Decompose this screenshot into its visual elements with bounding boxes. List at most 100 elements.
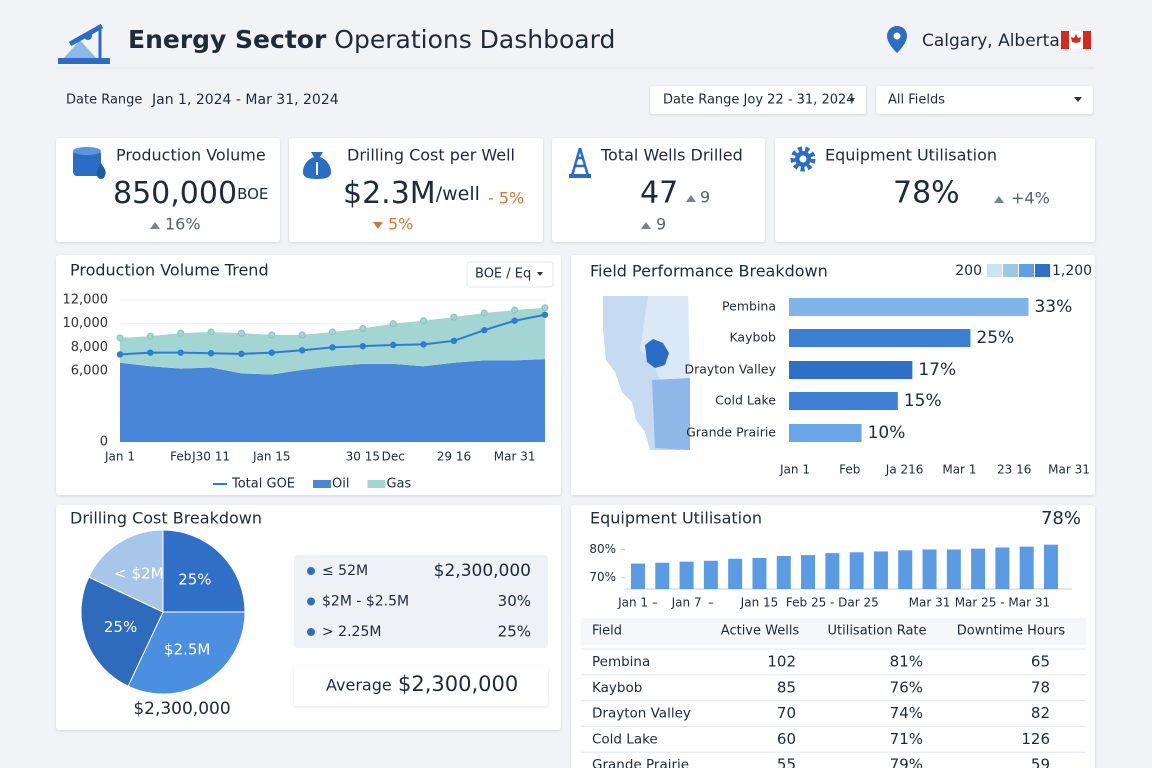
- kpi-label: Equipment Utilisation: [825, 146, 997, 165]
- kpi-label: Total Wells Drilled: [600, 146, 743, 165]
- x-tick-label: Jan 1 –: [617, 596, 658, 610]
- x-tick-label: 30 15: [346, 450, 380, 464]
- bar: [655, 562, 670, 589]
- x-tick-label: Mar 31: [494, 450, 536, 464]
- table-header-bg: [581, 618, 1086, 645]
- table-cell: 126: [1021, 730, 1050, 748]
- x-label: 23 16: [997, 463, 1031, 477]
- field-select-text: All Fields: [888, 93, 945, 108]
- scale-swatch: [1019, 264, 1034, 277]
- bar: [898, 550, 913, 589]
- y-tick-label: 70%: [589, 570, 616, 584]
- legend-dot: [307, 628, 315, 636]
- location: Calgary, Alberta: [922, 31, 1060, 51]
- average-value: $2,300,000: [398, 672, 518, 696]
- bar: [995, 547, 1010, 589]
- area-point: [420, 317, 428, 325]
- cost-legend-box: [294, 555, 548, 648]
- y-tick-label: 80%: [589, 542, 616, 556]
- legend-label: Gas: [386, 477, 411, 492]
- bar: [789, 424, 862, 442]
- kpi-value: $2.3M/well: [343, 176, 480, 211]
- slice-label: 25%: [178, 571, 211, 589]
- table-cell: 82: [1031, 704, 1050, 722]
- filter-label: Date Range: [66, 93, 142, 108]
- title-bold: Energy Sector: [128, 25, 327, 54]
- kpi-side-change: - 5%: [488, 189, 524, 208]
- scale-label: 200: [955, 263, 982, 279]
- line-point: [481, 326, 488, 334]
- table-cell: Kaybob: [592, 680, 642, 696]
- x-label: Feb: [839, 463, 860, 477]
- value-label: 33%: [1034, 297, 1072, 317]
- value-label: 17%: [918, 360, 956, 380]
- bar: [789, 329, 971, 347]
- legend-dot: [307, 597, 315, 606]
- field-select[interactable]: [876, 86, 1093, 114]
- slice-label: $2.5M: [164, 641, 210, 659]
- caret: [537, 272, 543, 276]
- bar: [752, 557, 767, 589]
- area-point: [450, 313, 458, 321]
- table-cell: 81%: [890, 653, 923, 671]
- kpi-card: [775, 138, 1095, 242]
- y-tick-label: 12,000: [63, 293, 109, 308]
- line-point: [420, 341, 427, 348]
- legend-label: > 2.25M: [322, 624, 381, 640]
- bar: [825, 553, 840, 589]
- table-cell: 60: [777, 730, 796, 748]
- area-point: [177, 329, 185, 337]
- x-tick-label: Jan 15: [252, 450, 291, 464]
- area-point: [389, 320, 397, 328]
- line-point: [268, 349, 275, 356]
- area-point: [329, 328, 336, 336]
- bar: [631, 563, 645, 589]
- table-cell: 65: [1031, 653, 1050, 671]
- x-label: Mar 31: [1048, 463, 1090, 477]
- value-label: 10%: [868, 423, 906, 443]
- location-pin-dot: [893, 32, 901, 40]
- x-tick-label: Mar 31: [909, 596, 951, 610]
- table-cell: 102: [767, 653, 796, 671]
- barrel-icon: [73, 147, 106, 179]
- area-point: [116, 334, 124, 342]
- flag: [1061, 31, 1091, 49]
- date-select[interactable]: [650, 86, 866, 114]
- legend-label: $2M - $2.5M: [322, 594, 409, 610]
- bar: [679, 561, 694, 589]
- chart-title: Drilling Cost Breakdown: [70, 509, 262, 528]
- line-point: [238, 350, 245, 358]
- value-label: 25%: [976, 328, 1014, 348]
- bar: [946, 549, 961, 589]
- table-cell: 78: [1031, 678, 1050, 696]
- up-arrow: [994, 196, 1004, 203]
- area-point: [146, 332, 154, 340]
- unit-select[interactable]: [466, 261, 554, 288]
- bar-label: Pembina: [722, 299, 776, 314]
- line-point: [147, 349, 154, 356]
- kpi-card: [289, 138, 543, 242]
- logo: [58, 23, 110, 64]
- legend-swatch: [313, 480, 332, 488]
- up-arrow: [686, 195, 696, 202]
- x-label: Mar 1: [942, 463, 976, 477]
- pie-slice: [162, 529, 246, 613]
- kpi-value: 850,000BOE: [113, 176, 268, 211]
- kpi-label: Drilling Cost per Well: [347, 146, 515, 165]
- kpi-change: 16%: [165, 215, 201, 234]
- table-header: Active Wells: [721, 624, 800, 639]
- table-cell: 70: [777, 704, 796, 722]
- area-point: [511, 306, 519, 314]
- line-point: [390, 341, 397, 349]
- pie-caption: $2,300,000: [133, 699, 230, 719]
- bar: [849, 552, 864, 589]
- average-label: Average: [326, 676, 392, 695]
- bar: [922, 549, 937, 589]
- area-point: [268, 331, 276, 339]
- area-point: [541, 304, 549, 312]
- table-cell: 76%: [890, 678, 923, 696]
- table-cell: 74%: [890, 704, 923, 722]
- table-cell: Cold Lake: [592, 731, 658, 747]
- kpi-card: [56, 138, 280, 242]
- bar: [789, 392, 898, 410]
